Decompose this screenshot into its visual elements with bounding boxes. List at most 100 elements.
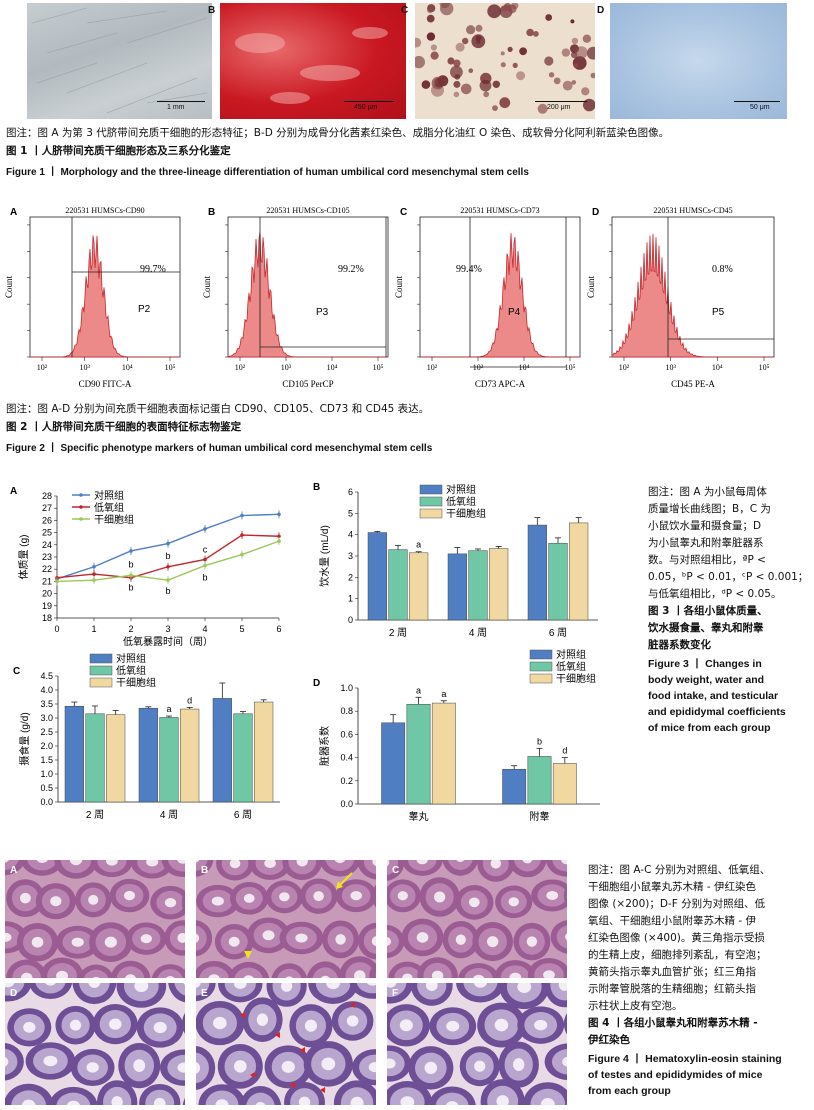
flow-panel-c: C 220531 HUMSCs-CD73 Count 99.4% P4 10² 10³ 10⁴… xyxy=(394,206,581,389)
flow-percent: 99.4% xyxy=(456,264,482,275)
lipid-droplet xyxy=(533,31,539,37)
y-axis-label: 体质量 (g) xyxy=(18,535,30,580)
tubule-epithelium xyxy=(196,860,208,871)
fig3-title-cn: 图 3 丨各组小鼠体质量、 饮水摄食量、睾丸和附睾 脏器系数变化 xyxy=(648,603,814,654)
lipid-droplet xyxy=(468,68,474,73)
significance-mark: a xyxy=(416,685,421,695)
bar xyxy=(381,722,406,805)
tubule-lumen xyxy=(295,933,308,943)
tubule-epithelium xyxy=(363,928,376,954)
legend-swatch xyxy=(89,653,113,664)
bar xyxy=(569,522,589,621)
y-tick-label: 18 xyxy=(42,613,52,623)
tubule-lumen xyxy=(262,930,275,941)
data-point xyxy=(166,564,170,569)
tubule-lumen xyxy=(196,1062,201,1074)
tubule-epithelium xyxy=(35,983,66,994)
tubule-epithelium xyxy=(417,983,447,1000)
tubule-epithelium xyxy=(340,1087,374,1105)
lipid-droplet xyxy=(571,80,577,85)
tubule-epithelium xyxy=(174,983,185,996)
tubule-lumen xyxy=(36,860,48,863)
legend-marker xyxy=(79,517,83,521)
flow-xlabel: CD45 PE-A xyxy=(671,379,715,389)
tubule-lumen xyxy=(366,983,376,986)
tubule-epithelium xyxy=(234,967,263,978)
tubule-lumen xyxy=(196,983,201,988)
histology-panel-a: A xyxy=(5,860,185,978)
legend-marker xyxy=(79,493,83,497)
legend-swatch xyxy=(419,496,443,507)
tubule-lumen xyxy=(526,936,538,947)
flow-xtick-label: 10⁴ xyxy=(327,363,338,372)
tubule-epithelium xyxy=(390,1087,425,1105)
x-tick-label: 3 xyxy=(165,624,170,634)
lipid-droplet xyxy=(430,51,439,60)
significance-mark: d xyxy=(187,695,192,705)
legend-swatch xyxy=(89,677,113,688)
tubule-epithelium xyxy=(116,966,145,978)
tubule-epithelium xyxy=(387,860,399,876)
fig3-note: 图注：图 A 为小鼠每周体 质量增长曲线图；B，C 为小鼠饮水量和摄食量；D 为小鼠… xyxy=(648,484,814,603)
tubule-epithelium xyxy=(246,1092,275,1105)
y-tick-label: 26 xyxy=(42,515,52,525)
tubule-epithelium xyxy=(359,1054,376,1080)
fig1-scale-b: 450 μm xyxy=(354,104,378,111)
legend-label: 干细胞组 xyxy=(556,672,596,685)
tubule-lumen xyxy=(165,976,175,978)
fig3-title-en-line: of mice from each group xyxy=(648,722,771,734)
tubule-lumen xyxy=(399,1019,413,1032)
fig1-scale-d: 50 μm xyxy=(750,104,770,111)
y-tick-label: 0 xyxy=(348,615,353,625)
lipid-droplet xyxy=(512,62,518,68)
tubule-lumen xyxy=(5,932,12,942)
tubule-lumen xyxy=(164,897,177,908)
tubule-lumen xyxy=(111,1096,123,1105)
tubule-lumen xyxy=(446,1020,460,1032)
tubule-epithelium xyxy=(570,883,585,909)
x-tick-label: 0 xyxy=(54,624,59,634)
y-tick-label: 0.0 xyxy=(340,799,353,809)
tubule-lumen xyxy=(92,976,100,978)
tubule-lumen xyxy=(371,936,376,947)
red-marker-icon xyxy=(240,1012,245,1018)
significance-mark: c xyxy=(203,545,208,555)
lipid-droplet xyxy=(487,4,502,19)
tubule-lumen xyxy=(350,891,362,901)
fig1-scale-c: 200 μm xyxy=(547,104,571,111)
bar xyxy=(527,756,552,805)
flow-gate-name: P4 xyxy=(508,307,521,318)
histology-panel-b: B xyxy=(196,860,376,978)
y-tick-label: 0.0 xyxy=(40,797,53,807)
legend-label: 干细胞组 xyxy=(94,513,134,526)
tubule-epithelium xyxy=(224,983,256,997)
lipid-droplet xyxy=(427,7,433,14)
tubule-epithelium xyxy=(60,860,92,874)
tubule-lumen xyxy=(234,983,247,989)
data-point xyxy=(92,572,96,576)
tubule-epithelium xyxy=(137,860,168,874)
tubule-epithelium xyxy=(11,1090,47,1105)
lipid-droplet xyxy=(571,37,579,45)
lipid-droplet xyxy=(544,56,554,66)
tubule-lumen xyxy=(280,983,293,992)
flow-histogram xyxy=(227,231,388,358)
bar xyxy=(502,768,527,805)
tubule-lumen xyxy=(109,1018,122,1030)
tubule-lumen xyxy=(304,1019,317,1032)
lipid-droplet xyxy=(447,57,455,65)
x-tick-label: 5 xyxy=(239,624,244,634)
tubule-epithelium xyxy=(345,962,375,978)
tubule-lumen xyxy=(20,972,33,978)
tubule-lumen xyxy=(5,860,10,863)
flow-xtick-label: 10⁴ xyxy=(712,363,723,372)
fig4-title-en-line: of testes and epididymides of mice xyxy=(588,1069,763,1081)
bar xyxy=(233,713,253,803)
data-point xyxy=(203,527,207,531)
fig4-note-line: 红染色图像 (×400)。黄三角指示受损 xyxy=(588,932,765,944)
fig4-title-en: Figure 4 丨 Hematoxylin-eosin staining of … xyxy=(588,1051,812,1099)
legend-label: 对照组 xyxy=(556,648,586,661)
data-point xyxy=(166,541,170,546)
